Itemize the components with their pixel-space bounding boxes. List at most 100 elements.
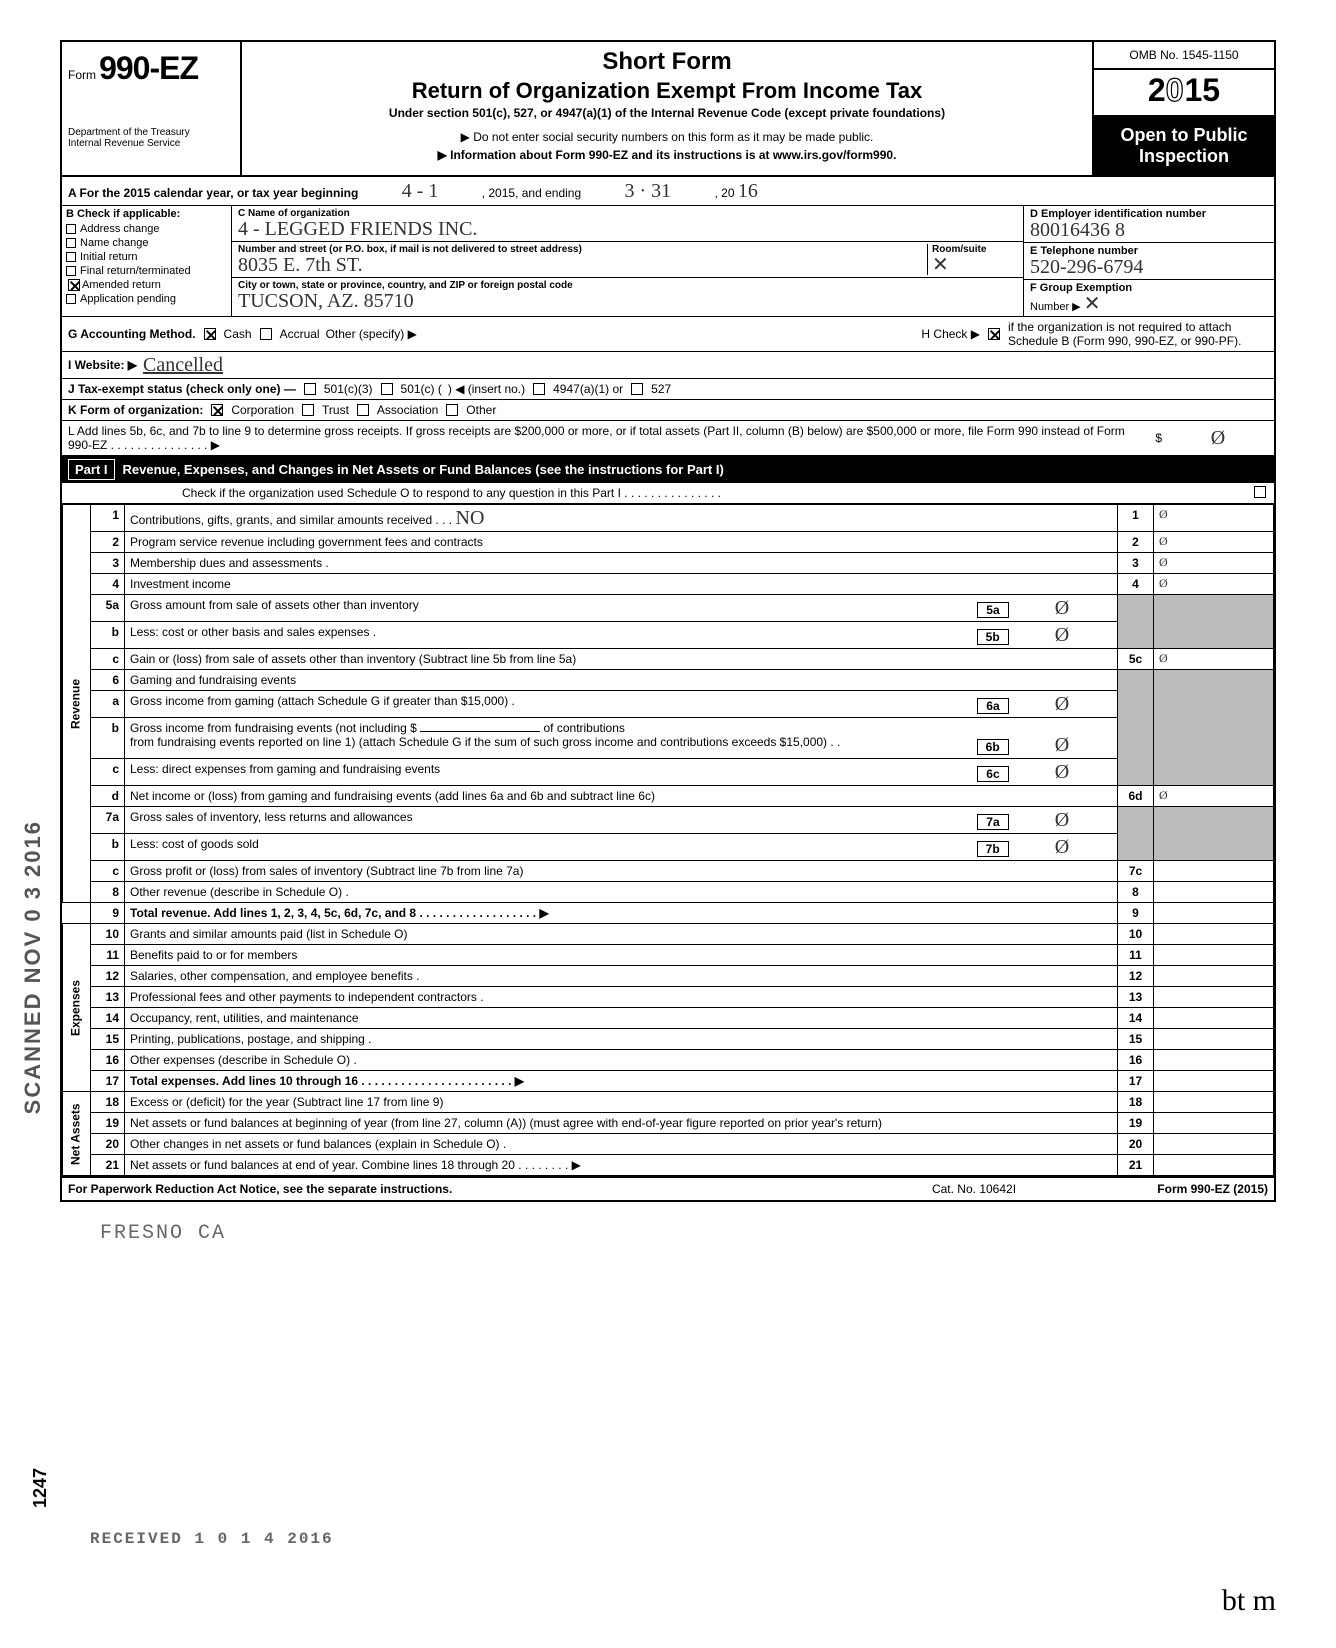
j-label: J Tax-exempt status (check only one) — bbox=[68, 382, 296, 396]
i-hand: Cancelled bbox=[143, 355, 223, 375]
d19: Net assets or fund balances at beginning… bbox=[125, 1113, 1118, 1134]
d6a: Gross income from gaming (attach Schedul… bbox=[125, 691, 1118, 718]
b-final[interactable]: Final return/terminated bbox=[62, 264, 231, 278]
k-a: Corporation bbox=[231, 403, 294, 417]
b-name[interactable]: Name change bbox=[62, 236, 231, 250]
h-chk[interactable] bbox=[988, 328, 1000, 340]
row-a: A For the 2015 calendar year, or tax yea… bbox=[62, 177, 1274, 206]
part1-tag: Part I bbox=[68, 459, 115, 480]
b-app[interactable]: Application pending bbox=[62, 292, 231, 306]
a9 bbox=[1154, 903, 1274, 924]
i-label: I Website: ▶ bbox=[68, 358, 137, 372]
under: Under section 501(c), 527, or 4947(a)(1)… bbox=[252, 106, 1082, 120]
col-c: C Name of organization 4 - LEGGED FRIEND… bbox=[232, 206, 1024, 316]
b-amend[interactable]: Amended return bbox=[62, 278, 231, 292]
d5b: Less: cost or other basis and sales expe… bbox=[125, 622, 1118, 649]
c-name-box: C Name of organization 4 - LEGGED FRIEND… bbox=[232, 206, 1023, 242]
header-mid: Short Form Return of Organization Exempt… bbox=[242, 42, 1094, 175]
d8: Other revenue (describe in Schedule O) . bbox=[125, 882, 1118, 903]
d-ein: D Employer identification number 8001643… bbox=[1024, 206, 1274, 243]
c-city-box: City or town, state or province, country… bbox=[232, 278, 1023, 313]
a10 bbox=[1154, 924, 1274, 945]
a2: Ø bbox=[1154, 532, 1274, 553]
e-tel-hand: 520-296-6794 bbox=[1030, 257, 1268, 277]
k-c: Association bbox=[377, 403, 438, 417]
info-url: ▶ Information about Form 990-EZ and its … bbox=[252, 148, 1082, 162]
foot-l: For Paperwork Reduction Act Notice, see … bbox=[62, 1178, 874, 1200]
d5c: Gain or (loss) from sale of assets other… bbox=[125, 649, 1118, 670]
header-left: Form 990-EZ Department of the Treasury I… bbox=[62, 42, 242, 175]
form-990ez: Form 990-EZ Department of the Treasury I… bbox=[60, 40, 1276, 1202]
year: 2015 bbox=[1094, 70, 1274, 117]
form-label: Form bbox=[68, 68, 96, 82]
row-gh: G Accounting Method. Cash Accrual Other … bbox=[62, 317, 1274, 352]
b-init[interactable]: Initial return bbox=[62, 250, 231, 264]
g-accr: Accrual bbox=[280, 327, 320, 341]
d7c: Gross profit or (loss) from sales of inv… bbox=[125, 861, 1118, 882]
k-d-chk[interactable] bbox=[446, 404, 458, 416]
d16: Other expenses (describe in Schedule O) … bbox=[125, 1050, 1118, 1071]
j-b-chk[interactable] bbox=[381, 383, 393, 395]
d2: Program service revenue including govern… bbox=[125, 532, 1118, 553]
j-c: 4947(a)(1) or bbox=[553, 382, 623, 396]
c-city-hand: TUCSON, AZ. 85710 bbox=[238, 291, 1017, 311]
d14: Occupancy, rent, utilities, and maintena… bbox=[125, 1008, 1118, 1029]
d18: Excess or (deficit) for the year (Subtra… bbox=[125, 1092, 1118, 1113]
j-c-chk[interactable] bbox=[533, 383, 545, 395]
d11: Benefits paid to or for members bbox=[125, 945, 1118, 966]
col-d: D Employer identification number 8001643… bbox=[1024, 206, 1274, 316]
row-i: I Website: ▶ Cancelled bbox=[62, 352, 1274, 379]
part1-sub-text: Check if the organization used Schedule … bbox=[182, 486, 721, 500]
j-a: 501(c)(3) bbox=[324, 382, 373, 396]
j-d-chk[interactable] bbox=[631, 383, 643, 395]
d4: Investment income bbox=[125, 574, 1118, 595]
y2: 0 bbox=[1166, 72, 1185, 108]
a4: Ø bbox=[1154, 574, 1274, 595]
f-grp-hand: ✕ bbox=[1084, 293, 1101, 315]
header-right: OMB No. 1545-1150 2015 Open to Public In… bbox=[1094, 42, 1274, 175]
b1: 1 bbox=[1118, 505, 1154, 532]
initials: bt m bbox=[1222, 1584, 1276, 1618]
j-a-chk[interactable] bbox=[304, 383, 316, 395]
y1: 2 bbox=[1148, 72, 1166, 108]
g-cash-chk[interactable] bbox=[204, 328, 216, 340]
k-c-chk[interactable] bbox=[357, 404, 369, 416]
row-a-mid: , 2015, and ending bbox=[482, 186, 581, 200]
d9: Total revenue. Add lines 1, 2, 3, 4, 5c,… bbox=[130, 906, 549, 920]
side-expenses: Expenses bbox=[63, 924, 91, 1092]
f-grp-lbl2: Number ▶ bbox=[1030, 301, 1081, 313]
a7c bbox=[1154, 861, 1274, 882]
k-b-chk[interactable] bbox=[302, 404, 314, 416]
h-text: H Check ▶ bbox=[921, 327, 980, 341]
k-label: K Form of organization: bbox=[68, 403, 203, 417]
b-hd: B Check if applicable: bbox=[62, 206, 231, 222]
open-public: Open to Public Inspection bbox=[1094, 117, 1274, 175]
g-accr-chk[interactable] bbox=[260, 328, 272, 340]
bcd-grid: B Check if applicable: Address change Na… bbox=[62, 206, 1274, 317]
b-addr[interactable]: Address change bbox=[62, 222, 231, 236]
form-number: 990-EZ bbox=[99, 50, 198, 86]
d6b: Gross income from fundraising events (no… bbox=[125, 718, 1118, 759]
k-a-chk[interactable] bbox=[211, 404, 223, 416]
d21: Net assets or fund balances at end of ye… bbox=[125, 1155, 1118, 1176]
row-j: J Tax-exempt status (check only one) — 5… bbox=[62, 379, 1274, 400]
part1-sub-chk[interactable] bbox=[1254, 486, 1266, 498]
g-label: G Accounting Method. bbox=[68, 327, 196, 341]
g-cash: Cash bbox=[224, 327, 252, 341]
part1-hdr: Part I Revenue, Expenses, and Changes in… bbox=[62, 456, 1274, 483]
y3: 15 bbox=[1185, 72, 1221, 108]
title: Return of Organization Exempt From Incom… bbox=[252, 78, 1082, 104]
row-a-end: 3 · 31 bbox=[624, 180, 671, 202]
scanned-stamp: SCANNED NOV 0 3 2016 bbox=[20, 820, 46, 1114]
f-grp: F Group Exemption Number ▶ ✕ bbox=[1024, 280, 1274, 316]
k-b: Trust bbox=[322, 403, 349, 417]
dept: Department of the Treasury Internal Reve… bbox=[68, 127, 234, 149]
no-ssn: ▶ Do not enter social security numbers o… bbox=[252, 130, 1082, 144]
row-a-begin: 4 - 1 bbox=[402, 180, 439, 202]
j-d: 527 bbox=[651, 382, 671, 396]
foot-m: Cat. No. 10642I bbox=[874, 1178, 1074, 1200]
row-k: K Form of organization: Corporation Trus… bbox=[62, 400, 1274, 421]
foot-r: Form 990-EZ (2015) bbox=[1074, 1178, 1274, 1200]
g-other: Other (specify) ▶ bbox=[326, 327, 417, 341]
part1-sub: Check if the organization used Schedule … bbox=[62, 483, 1274, 504]
